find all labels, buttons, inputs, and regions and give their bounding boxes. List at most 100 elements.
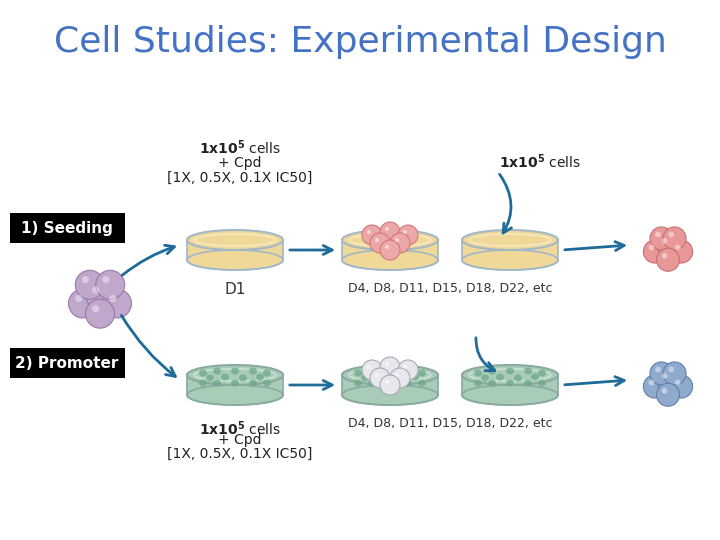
Ellipse shape: [514, 375, 522, 381]
Ellipse shape: [75, 295, 82, 302]
Ellipse shape: [367, 365, 371, 369]
Ellipse shape: [368, 380, 376, 387]
Ellipse shape: [411, 374, 419, 381]
Ellipse shape: [102, 276, 109, 284]
FancyBboxPatch shape: [10, 213, 125, 243]
Ellipse shape: [385, 227, 389, 231]
Ellipse shape: [657, 233, 680, 256]
Ellipse shape: [662, 373, 667, 379]
Ellipse shape: [239, 375, 247, 381]
Text: Cell Studies: Experimental Design: Cell Studies: Experimental Design: [53, 25, 667, 59]
Ellipse shape: [418, 380, 426, 387]
Ellipse shape: [375, 373, 379, 377]
Ellipse shape: [488, 380, 496, 387]
Ellipse shape: [221, 374, 229, 381]
Ellipse shape: [187, 365, 283, 385]
Ellipse shape: [474, 369, 482, 376]
Ellipse shape: [649, 380, 654, 386]
Ellipse shape: [462, 365, 558, 385]
Ellipse shape: [657, 383, 680, 406]
Ellipse shape: [86, 299, 114, 328]
Text: D4, D8, D11, D15, D18, D22, etc: D4, D8, D11, D15, D18, D22, etc: [348, 282, 552, 295]
Ellipse shape: [395, 373, 399, 377]
Ellipse shape: [524, 380, 532, 387]
Text: [1X, 0.5X, 0.1X IC50]: [1X, 0.5X, 0.1X IC50]: [167, 171, 312, 185]
Ellipse shape: [462, 250, 558, 270]
Ellipse shape: [655, 232, 661, 237]
Ellipse shape: [675, 245, 680, 251]
Ellipse shape: [657, 368, 680, 392]
Ellipse shape: [404, 368, 412, 375]
Ellipse shape: [538, 380, 546, 387]
Ellipse shape: [380, 222, 400, 242]
Ellipse shape: [206, 375, 214, 381]
Ellipse shape: [650, 362, 673, 385]
Ellipse shape: [386, 380, 394, 387]
Ellipse shape: [263, 369, 271, 376]
Ellipse shape: [249, 368, 257, 375]
Ellipse shape: [668, 232, 674, 237]
Ellipse shape: [342, 230, 438, 250]
Ellipse shape: [655, 367, 661, 372]
Ellipse shape: [386, 368, 394, 375]
Ellipse shape: [662, 253, 667, 259]
Ellipse shape: [474, 380, 482, 387]
Ellipse shape: [187, 385, 283, 405]
Polygon shape: [342, 240, 438, 260]
Ellipse shape: [394, 375, 402, 381]
Ellipse shape: [496, 374, 504, 381]
Ellipse shape: [102, 289, 132, 318]
Text: D4, D8, D11, D15, D18, D22, etc: D4, D8, D11, D15, D18, D22, etc: [348, 417, 552, 430]
Ellipse shape: [92, 305, 99, 312]
Ellipse shape: [342, 385, 438, 405]
Ellipse shape: [395, 238, 399, 242]
Ellipse shape: [380, 240, 400, 260]
Text: $\mathbf{1x10^5}$ cells: $\mathbf{1x10^5}$ cells: [499, 153, 581, 171]
Ellipse shape: [92, 286, 99, 294]
Ellipse shape: [403, 365, 407, 369]
Ellipse shape: [380, 357, 400, 377]
Ellipse shape: [199, 369, 207, 376]
Ellipse shape: [342, 250, 438, 270]
Ellipse shape: [370, 233, 390, 253]
Ellipse shape: [109, 295, 116, 302]
Ellipse shape: [668, 367, 674, 372]
Ellipse shape: [663, 362, 686, 385]
Polygon shape: [187, 375, 283, 395]
Ellipse shape: [231, 380, 239, 387]
Text: [1X, 0.5X, 0.1X IC50]: [1X, 0.5X, 0.1X IC50]: [167, 447, 312, 461]
Ellipse shape: [538, 369, 546, 376]
Ellipse shape: [361, 375, 369, 381]
Ellipse shape: [403, 230, 407, 234]
Ellipse shape: [662, 238, 667, 244]
Ellipse shape: [367, 230, 371, 234]
Ellipse shape: [390, 368, 410, 388]
Text: 2) Promoter: 2) Promoter: [15, 355, 119, 370]
Polygon shape: [187, 240, 283, 260]
Ellipse shape: [670, 375, 693, 398]
Ellipse shape: [368, 368, 376, 375]
Polygon shape: [462, 240, 558, 260]
Ellipse shape: [398, 360, 418, 380]
FancyBboxPatch shape: [10, 348, 125, 378]
Ellipse shape: [249, 380, 257, 387]
Ellipse shape: [354, 380, 362, 387]
Ellipse shape: [354, 369, 362, 376]
Ellipse shape: [404, 380, 412, 387]
Ellipse shape: [187, 250, 283, 270]
Text: $\mathbf{1x10^5}$ cells: $\mathbf{1x10^5}$ cells: [199, 139, 281, 157]
Text: D1: D1: [225, 282, 246, 297]
Ellipse shape: [385, 362, 389, 366]
Ellipse shape: [398, 225, 418, 245]
Ellipse shape: [462, 385, 558, 405]
Ellipse shape: [524, 368, 532, 375]
Ellipse shape: [650, 227, 673, 250]
Ellipse shape: [670, 240, 693, 263]
Ellipse shape: [96, 271, 125, 299]
Ellipse shape: [506, 380, 514, 387]
Ellipse shape: [506, 368, 514, 375]
Ellipse shape: [380, 375, 400, 395]
Ellipse shape: [488, 368, 496, 375]
Ellipse shape: [68, 289, 97, 318]
Ellipse shape: [370, 368, 390, 388]
